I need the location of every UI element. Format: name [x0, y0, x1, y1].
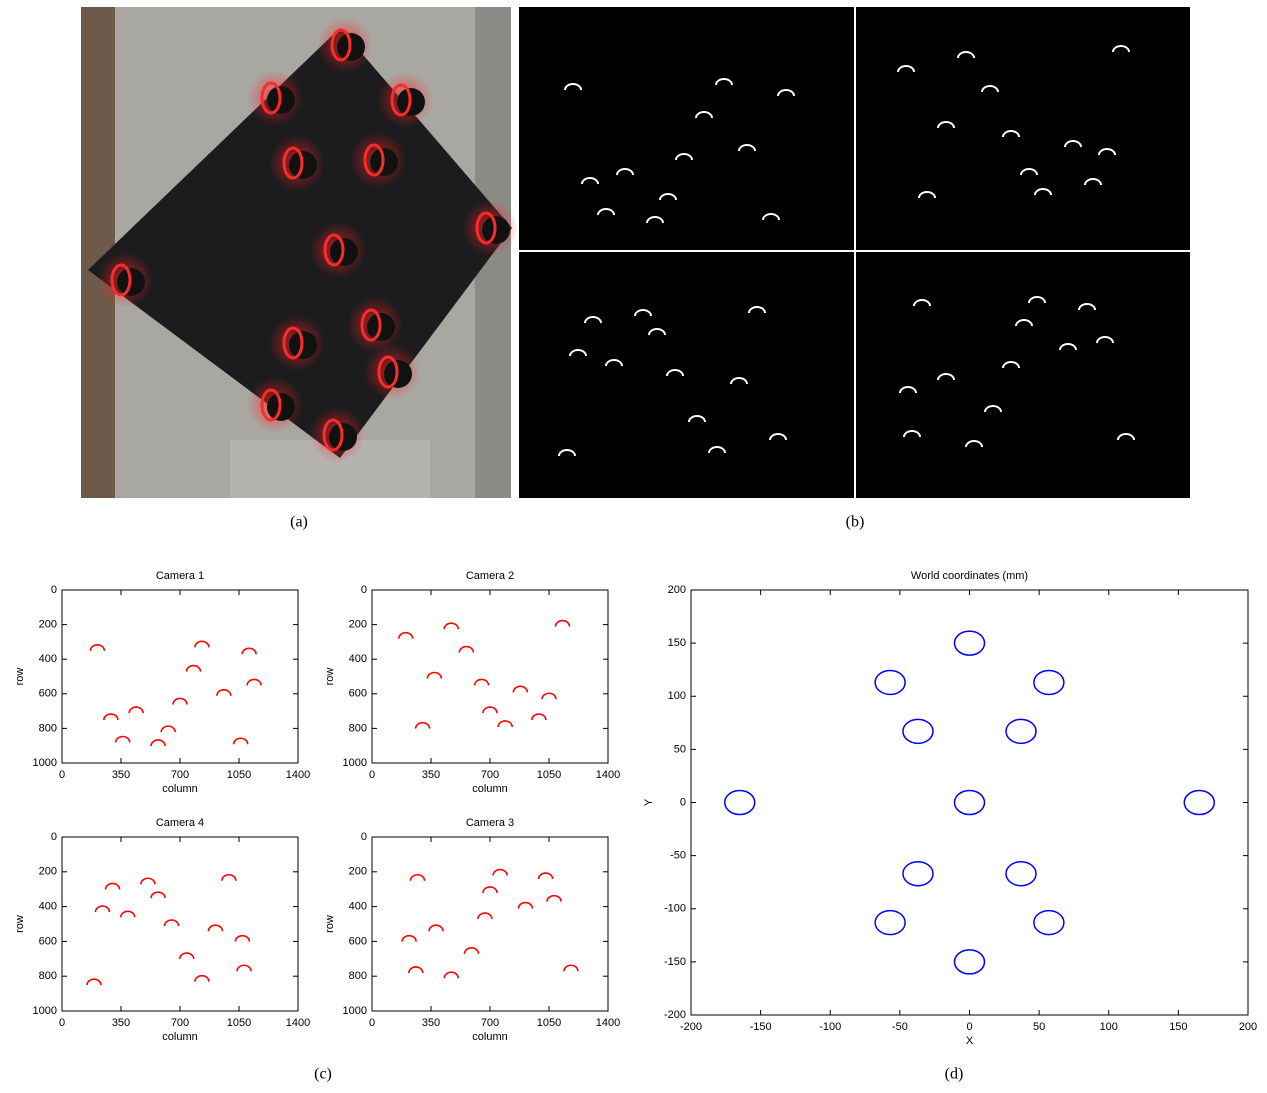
x-tick-label: 700	[481, 1017, 499, 1029]
y-tick-label: 200	[349, 866, 367, 878]
y-tick-label: 1000	[33, 1005, 57, 1017]
x-tick-label: 350	[422, 769, 440, 781]
y-tick-label: -50	[670, 850, 686, 862]
caption: (c)	[314, 1066, 332, 1083]
x-axis-label: column	[162, 1031, 197, 1043]
y-tick-label: 50	[674, 743, 686, 755]
x-tick-label: 350	[422, 1017, 440, 1029]
caption: (d)	[945, 1066, 964, 1083]
y-axis-label: row	[324, 668, 336, 686]
y-tick-label: 0	[51, 831, 57, 843]
x-tick-label: 1050	[227, 1017, 251, 1029]
y-tick-label: 600	[349, 688, 367, 700]
x-tick-label: 0	[369, 769, 375, 781]
plot-area	[372, 590, 608, 763]
y-axis-label: Y	[643, 798, 655, 806]
y-tick-label: 0	[361, 584, 367, 596]
y-tick-label: 400	[349, 901, 367, 913]
y-tick-label: 0	[51, 584, 57, 596]
x-tick-label: 0	[59, 769, 65, 781]
camera-images	[519, 7, 1190, 498]
chart-title: Camera 4	[156, 817, 204, 829]
chart-title: Camera 1	[156, 570, 204, 582]
x-tick-label: -50	[892, 1021, 908, 1033]
page: {"captions": ["(a)", "(b)", "(c)", "(d)"…	[0, 0, 1267, 1093]
y-tick-label: 600	[349, 935, 367, 947]
y-tick-label: 400	[39, 653, 57, 665]
x-tick-label: 50	[1033, 1021, 1045, 1033]
x-tick-label: 1400	[286, 769, 310, 781]
x-tick-label: 0	[59, 1017, 65, 1029]
y-tick-label: 0	[361, 831, 367, 843]
x-tick-label: -100	[819, 1021, 841, 1033]
x-tick-label: 700	[171, 769, 189, 781]
y-axis-label: row	[14, 915, 26, 933]
x-tick-label: -200	[680, 1021, 702, 1033]
x-tick-label: 0	[369, 1017, 375, 1029]
y-axis-label: row	[324, 915, 336, 933]
y-tick-label: 800	[349, 970, 367, 982]
x-tick-label: 0	[966, 1021, 972, 1033]
x-tick-label: 1400	[596, 1017, 620, 1029]
x-tick-label: 1400	[286, 1017, 310, 1029]
y-tick-label: -200	[664, 1009, 686, 1021]
y-tick-label: 200	[668, 584, 686, 596]
x-tick-label: 700	[171, 1017, 189, 1029]
chart-title: Camera 2	[466, 570, 514, 582]
y-tick-label: 200	[349, 619, 367, 631]
x-tick-label: 150	[1169, 1021, 1187, 1033]
figure: (a) (b) (c) (d) 0 350 700 1050 1400 0 200 400 60…	[0, 0, 1267, 1088]
y-tick-label: 1000	[33, 757, 57, 769]
y-tick-label: 600	[39, 688, 57, 700]
y-tick-label: -100	[664, 903, 686, 915]
chart-title: World coordinates (mm)	[911, 570, 1028, 582]
x-tick-label: -150	[750, 1021, 772, 1033]
y-tick-label: 800	[39, 722, 57, 734]
y-tick-label: 150	[668, 637, 686, 649]
y-tick-label: 100	[668, 690, 686, 702]
y-tick-label: 400	[349, 653, 367, 665]
chart-title: Camera 3	[466, 817, 514, 829]
y-tick-label: 800	[39, 970, 57, 982]
x-axis-label: column	[472, 783, 507, 795]
x-tick-label: 1400	[596, 769, 620, 781]
x-axis-label: column	[472, 1031, 507, 1043]
y-tick-label: 1000	[343, 757, 367, 769]
y-tick-label: 200	[39, 866, 57, 878]
plot-area	[62, 590, 298, 763]
x-tick-label: 100	[1100, 1021, 1118, 1033]
x-axis-label: column	[162, 783, 197, 795]
y-tick-label: 800	[349, 722, 367, 734]
y-tick-label: 200	[39, 619, 57, 631]
plot-area	[372, 837, 608, 1011]
x-tick-label: 350	[112, 769, 130, 781]
y-tick-label: 0	[680, 796, 686, 808]
x-tick-label: 1050	[537, 769, 561, 781]
y-tick-label: 400	[39, 901, 57, 913]
caption: (a)	[290, 514, 308, 531]
x-axis-label: X	[966, 1035, 974, 1047]
plot-area	[62, 837, 298, 1011]
x-tick-label: 700	[481, 769, 499, 781]
y-tick-label: 600	[39, 935, 57, 947]
y-tick-label: -150	[664, 956, 686, 968]
y-tick-label: 1000	[343, 1005, 367, 1017]
x-tick-label: 200	[1239, 1021, 1257, 1033]
x-tick-label: 1050	[537, 1017, 561, 1029]
plot-area	[691, 590, 1248, 1015]
y-axis-label: row	[14, 668, 26, 686]
caption: (b)	[846, 514, 865, 531]
x-tick-label: 350	[112, 1017, 130, 1029]
x-tick-label: 1050	[227, 769, 251, 781]
photo	[81, 7, 518, 498]
